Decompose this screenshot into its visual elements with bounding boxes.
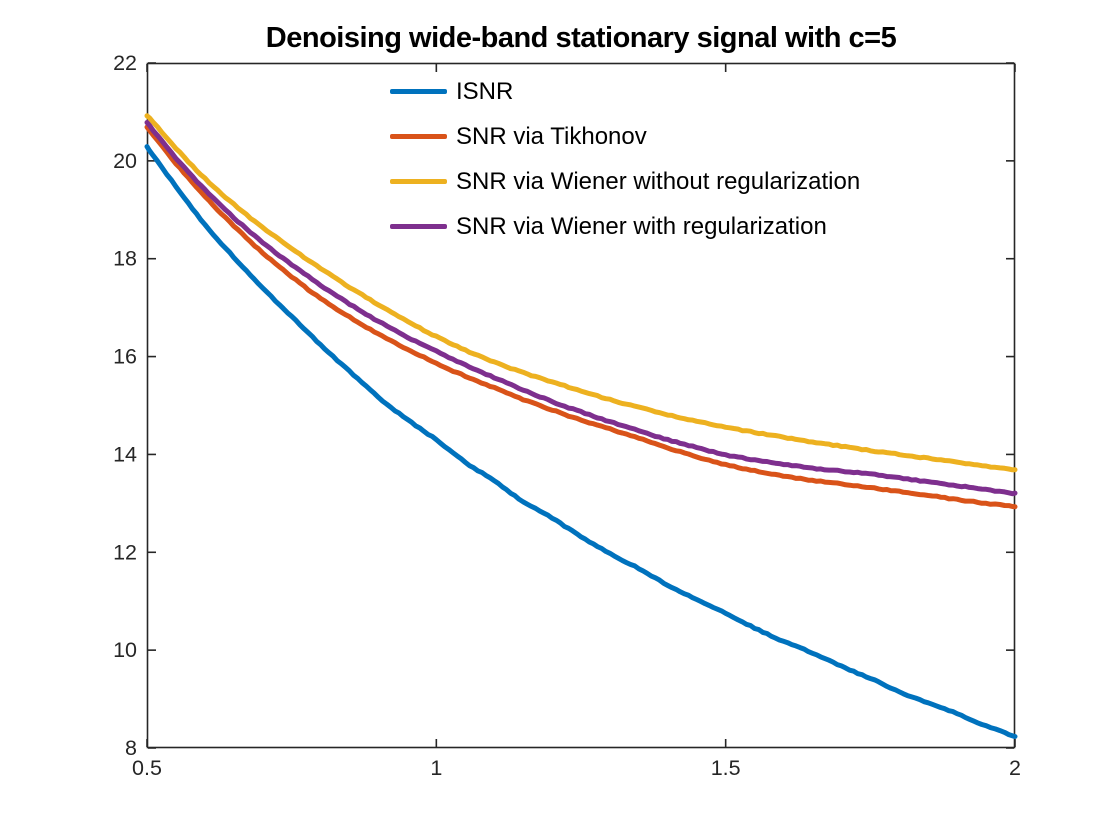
y-tick-label: 10 bbox=[113, 638, 137, 662]
axes-box bbox=[146, 62, 1016, 749]
x-tick-label: 2 bbox=[1009, 756, 1021, 780]
legend-entry-1: ISNR bbox=[390, 69, 860, 114]
legend-entry-4: SNR via Wiener with regularization bbox=[390, 204, 860, 249]
legend: ISNR SNR via Tikhonov SNR via Wiener witho… bbox=[390, 69, 860, 249]
series-line-4 bbox=[144, 120, 1018, 497]
chart-title: Denoising wide-band stationary signal wi… bbox=[265, 22, 897, 54]
y-tick-label: 12 bbox=[113, 540, 137, 564]
legend-label: ISNR bbox=[456, 78, 514, 105]
legend-entry-3: SNR via Wiener without regularization bbox=[390, 159, 860, 204]
legend-label: SNR via Wiener without regularization bbox=[456, 168, 861, 195]
x-tick-label: 1 bbox=[430, 756, 442, 780]
series-line-1 bbox=[144, 144, 1018, 739]
y-tick-label: 14 bbox=[113, 442, 137, 466]
series-line-2 bbox=[144, 124, 1018, 510]
legend-line-icon bbox=[390, 89, 447, 94]
y-tick-label: 16 bbox=[113, 345, 137, 369]
y-tick-label: 8 bbox=[125, 736, 137, 760]
y-tick-label: 18 bbox=[113, 247, 137, 271]
legend-entry-2: SNR via Tikhonov bbox=[390, 114, 860, 159]
legend-label: SNR via Wiener with regularization bbox=[456, 213, 827, 240]
legend-label: SNR via Tikhonov bbox=[456, 123, 647, 150]
x-tick-label: 1.5 bbox=[711, 756, 741, 780]
legend-line-icon bbox=[390, 134, 447, 139]
legend-line-icon bbox=[390, 179, 447, 184]
series-line-3 bbox=[144, 113, 1018, 473]
y-tick-label: 20 bbox=[113, 149, 137, 173]
legend-line-icon bbox=[390, 224, 447, 229]
y-tick-label: 22 bbox=[113, 51, 137, 75]
x-tick-label: 0.5 bbox=[132, 756, 162, 780]
